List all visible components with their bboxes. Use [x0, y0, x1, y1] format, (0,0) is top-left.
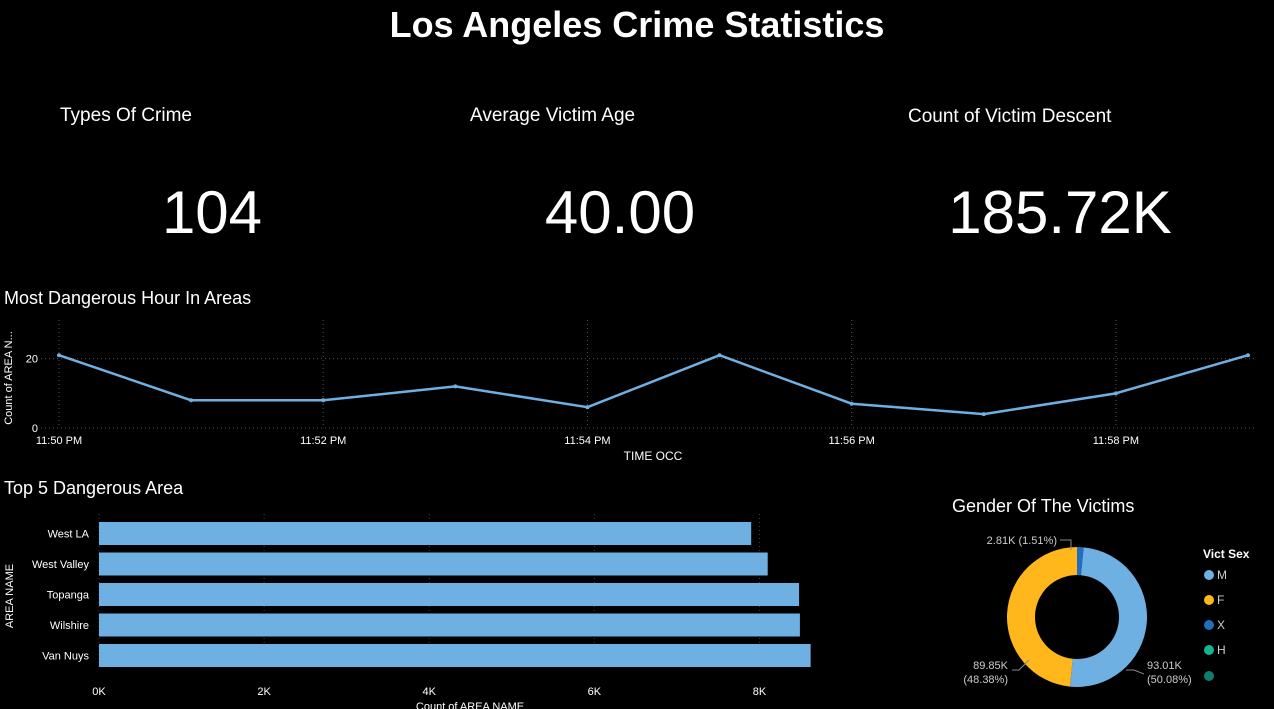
donut-data-label-m-value: 93.01K	[1147, 660, 1183, 672]
line-point[interactable]	[189, 398, 194, 403]
bar-chart[interactable]: 0K 2K 4K 6K 8K West LA West Valley Topanga Wilsh…	[0, 500, 900, 709]
line-y-tick-label: 0	[32, 423, 38, 435]
donut-chart[interactable]: 2.81K (1.51%) 93.01K (50.08%) 89.85K (48.38%…	[940, 520, 1274, 709]
line-point[interactable]	[57, 353, 61, 358]
bar[interactable]	[99, 552, 768, 576]
donut-leader-line	[1012, 659, 1030, 671]
bar-chart-title: Top 5 Dangerous Area	[4, 478, 184, 498]
line-point[interactable]	[849, 401, 854, 406]
kpi-label-average-victim-age: Average Victim Age	[470, 105, 636, 126]
bar-category-label: West LA	[48, 529, 90, 541]
line-y-axis-title: Count of AREA N...	[3, 331, 15, 425]
bar-x-tick-label: 8K	[753, 686, 767, 698]
dashboard-title: Los Angeles Crime Statistics	[389, 4, 885, 45]
line-x-tick-label: 11:50 PM	[36, 435, 82, 447]
line-x-tick-label: 11:56 PM	[829, 435, 875, 447]
donut-leader-line	[1060, 539, 1072, 550]
line-point[interactable]	[1246, 353, 1250, 358]
donut-data-label-x: 2.81K (1.51%)	[987, 535, 1057, 547]
kpi-value-average-victim-age: 40.00	[544, 179, 696, 246]
line-chart-title: Most Dangerous Hour In Areas	[4, 288, 252, 308]
line-point[interactable]	[981, 412, 986, 417]
kpi-value-count-of-victim-descent: 185.72K	[948, 179, 1172, 246]
bar[interactable]	[99, 583, 800, 606]
legend-marker[interactable]	[1204, 570, 1214, 580]
kpi-label-types-of-crime: Types Of Crime	[60, 105, 192, 126]
bar-x-axis-title: Count of AREA NAME	[416, 701, 524, 709]
line-x-tick-label: 11:58 PM	[1093, 435, 1139, 447]
donut-legend-title: Vict Sex	[1203, 547, 1250, 561]
legend-marker[interactable]	[1204, 671, 1214, 681]
line-point[interactable]	[717, 353, 722, 358]
legend-marker[interactable]	[1204, 595, 1214, 605]
donut-data-label-f-percent: (48.38%)	[963, 674, 1008, 686]
donut-data-label-f-value: 89.85K	[973, 660, 1009, 672]
donut-slice-m[interactable]	[1069, 547, 1147, 687]
bar-x-tick-label: 2K	[257, 686, 271, 698]
bar-x-tick-label: 0K	[92, 686, 106, 698]
legend-label[interactable]: X	[1217, 618, 1225, 632]
bar-category-label: West Valley	[32, 559, 90, 571]
bar-y-axis-title: AREA NAME	[4, 564, 16, 628]
bar[interactable]	[99, 644, 811, 667]
bar-category-label: Van Nuys	[42, 651, 89, 663]
donut-leader-line	[1126, 669, 1145, 675]
line-y-tick-label: 20	[26, 354, 38, 366]
donut-slice-f[interactable]	[1007, 547, 1077, 687]
line-x-tick-label: 11:52 PM	[300, 435, 346, 447]
line-x-tick-label: 11:54 PM	[564, 435, 610, 447]
line-point[interactable]	[1113, 391, 1118, 396]
donut-slice-x[interactable]	[1077, 547, 1084, 576]
bar[interactable]	[99, 613, 800, 637]
line-point[interactable]	[585, 405, 590, 410]
kpi-label-count-of-victim-descent: Count of Victim Descent	[908, 106, 1112, 127]
line-chart[interactable]: 11:50 PM 11:52 PM 11:54 PM 11:56 PM 11:58 PM…	[0, 310, 1274, 465]
bar-x-tick-label: 4K	[422, 686, 436, 698]
bar[interactable]	[99, 522, 752, 545]
donut-chart-title: Gender Of The Victims	[952, 496, 1135, 516]
legend-marker[interactable]	[1204, 620, 1214, 630]
bar-x-tick-label: 6K	[588, 686, 602, 698]
kpi-value-types-of-crime: 104	[161, 179, 263, 246]
line-point[interactable]	[321, 398, 326, 403]
line-x-axis-title: TIME OCC	[624, 449, 683, 463]
line-series[interactable]	[58, 353, 1249, 416]
legend-label[interactable]: H	[1217, 643, 1226, 657]
bar-category-label: Topanga	[47, 590, 90, 602]
donut-data-label-m-percent: (50.08%)	[1147, 674, 1192, 686]
legend-marker[interactable]	[1204, 645, 1214, 655]
legend-label[interactable]: M	[1217, 568, 1227, 582]
legend-label[interactable]: F	[1217, 593, 1224, 607]
bar-category-label: Wilshire	[50, 620, 89, 632]
line-point[interactable]	[453, 384, 458, 389]
